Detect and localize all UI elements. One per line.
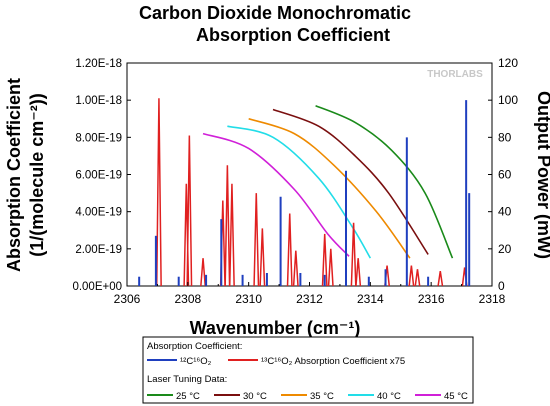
legend-laser-header: Laser Tuning Data: bbox=[147, 374, 227, 385]
laser-curve bbox=[272, 108, 429, 255]
absorption-peak-13co2 bbox=[200, 258, 206, 287]
absorption-peak-13co2 bbox=[321, 233, 328, 287]
plot-frame bbox=[126, 62, 493, 287]
legend: Absorption Coefficient: ¹²C¹⁶O₂ ¹³C¹⁶O₂ … bbox=[142, 336, 474, 404]
x-tick-label: 2314 bbox=[357, 292, 384, 306]
chart-title-line-2: Absorption Coefficient bbox=[196, 25, 390, 45]
x-tick-label: 2316 bbox=[418, 292, 445, 306]
x-tick-label: 2310 bbox=[235, 292, 262, 306]
y-left-axis-label-line-1: Absorption Coefficient bbox=[4, 78, 24, 272]
absorption-peak-13co2 bbox=[253, 193, 260, 287]
legend-label-12co2: ¹²C¹⁶O₂ bbox=[180, 356, 212, 367]
absorption-peak-13co2 bbox=[355, 258, 362, 287]
y-left-axis-label-line-2: (1/(molecule cm⁻²)) bbox=[27, 93, 47, 257]
watermark-logo: THORLABS bbox=[427, 69, 483, 80]
x-axis-label: Wavenumber (cm⁻¹) bbox=[190, 318, 361, 338]
absorption-peak-13co2 bbox=[228, 183, 235, 287]
laser-curve bbox=[202, 132, 350, 257]
legend-label-laser: 40 °C bbox=[377, 391, 401, 402]
y-left-tick-label: 1.20E-18 bbox=[75, 58, 122, 70]
y-right-tick-label: 0 bbox=[498, 279, 505, 293]
legend-label-laser: 25 °C bbox=[176, 391, 200, 402]
absorption-peak-13co2 bbox=[224, 165, 231, 287]
absorption-peak-13co2 bbox=[414, 269, 421, 287]
absorption-peak-13co2 bbox=[437, 271, 444, 287]
legend-label-laser: 45 °C bbox=[444, 391, 468, 402]
y-right-tick-label: 40 bbox=[498, 205, 512, 219]
legend-label-laser: 30 °C bbox=[243, 391, 267, 402]
x-tick-label: 2312 bbox=[296, 292, 323, 306]
y-left-tick-label: 4.00E-19 bbox=[75, 207, 122, 219]
legend-absorption-header: Absorption Coefficient: bbox=[147, 341, 242, 352]
laser-curve bbox=[227, 125, 372, 259]
absorption-peak-13co2 bbox=[155, 98, 162, 287]
absorption-peak-13co2 bbox=[350, 222, 357, 287]
legend-box bbox=[142, 336, 474, 404]
y-right-tick-label: 100 bbox=[498, 93, 518, 107]
y-right-tick-label: 120 bbox=[498, 56, 518, 70]
absorption-peak-13co2 bbox=[327, 248, 334, 287]
y-left-tick-label: 2.00E-19 bbox=[75, 244, 122, 256]
y-right-tick-label: 60 bbox=[498, 168, 512, 182]
legend-label-laser: 35 °C bbox=[310, 391, 334, 402]
y-left-tick-label: 0.00E+00 bbox=[72, 281, 122, 293]
absorption-peak-13co2 bbox=[408, 265, 415, 287]
chart-title-line-1: Carbon Dioxide Monochromatic bbox=[139, 3, 411, 23]
y-left-tick-label: 6.00E-19 bbox=[75, 170, 122, 182]
x-tick-label: 2318 bbox=[479, 292, 506, 306]
legend-label-13co2: ¹³C¹⁶O₂ Absorption Coefficient x75 bbox=[261, 356, 405, 367]
absorption-peak-13co2 bbox=[292, 250, 299, 287]
x-tick-label: 2306 bbox=[114, 292, 141, 306]
y-left-tick-label: 8.00E-19 bbox=[75, 132, 122, 144]
absorption-peak-13co2 bbox=[259, 228, 266, 287]
y-right-axis-label: Output Power (mW) bbox=[534, 91, 550, 259]
laser-curve bbox=[315, 105, 454, 259]
absorption-peak-13co2 bbox=[286, 213, 293, 287]
y-right-tick-label: 20 bbox=[498, 242, 512, 256]
x-tick-label: 2308 bbox=[174, 292, 201, 306]
y-left-tick-label: 1.00E-18 bbox=[75, 95, 122, 107]
absorption-peak-13co2 bbox=[183, 183, 190, 287]
laser-curve bbox=[248, 117, 411, 259]
y-right-tick-label: 80 bbox=[498, 130, 512, 144]
